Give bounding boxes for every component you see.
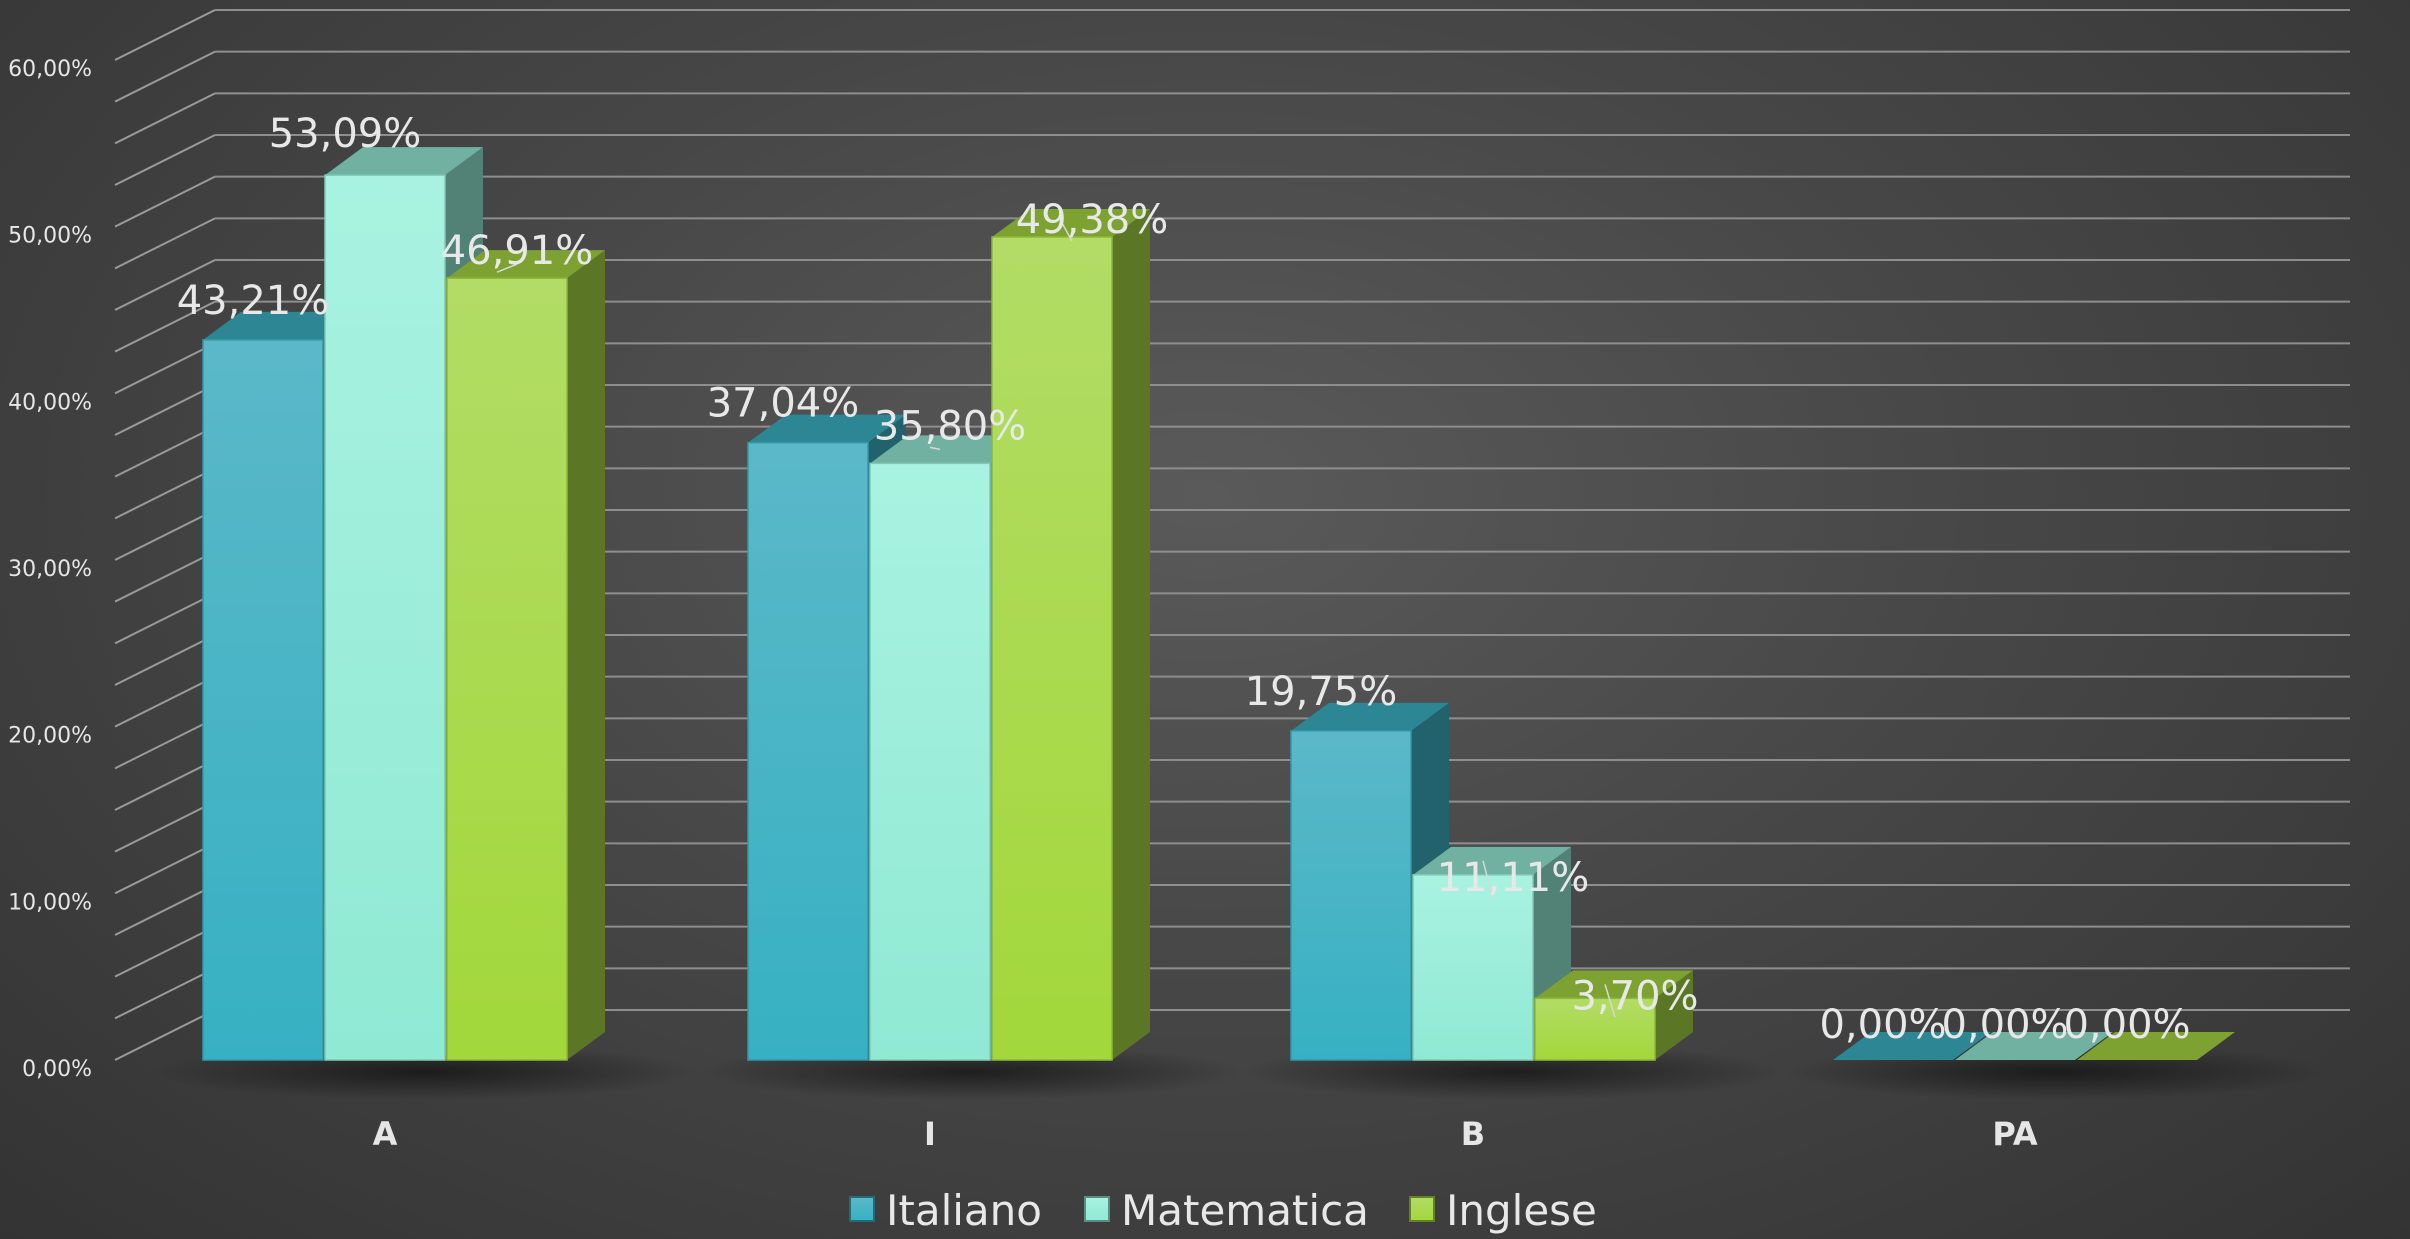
bar-front xyxy=(324,174,446,1061)
gridline-side xyxy=(114,217,216,270)
gridline-side xyxy=(114,92,216,145)
gridline-side xyxy=(114,175,216,228)
bar-top xyxy=(1413,846,1571,875)
gridline-side xyxy=(114,592,216,645)
bar-top xyxy=(992,209,1150,237)
y-tick-label: 10,00% xyxy=(8,890,92,915)
legend-swatch xyxy=(1409,1196,1435,1222)
bar-matematica-pa xyxy=(1955,1032,2113,1060)
data-label: 46,91% xyxy=(441,228,594,274)
data-label: 49,38% xyxy=(1016,197,1169,243)
data-label: 0,00% xyxy=(2063,1002,2190,1048)
data-label: 43,21% xyxy=(177,278,330,324)
gridline-side xyxy=(114,342,216,395)
y-tick-label: 50,00% xyxy=(8,224,92,249)
gridline-side xyxy=(114,759,216,811)
gridline-side xyxy=(114,967,216,1020)
leader-line xyxy=(496,263,518,273)
leader-line xyxy=(929,446,941,451)
gridline-side xyxy=(114,300,216,353)
gridline-side xyxy=(114,1009,216,1061)
bar-front xyxy=(446,277,568,1061)
legend-swatch xyxy=(849,1196,875,1222)
bar-side xyxy=(567,250,605,1060)
data-label: 3,70% xyxy=(1571,973,1698,1019)
bar-front xyxy=(202,339,324,1061)
bar-top xyxy=(870,435,1028,464)
bar-italiano-pa xyxy=(1833,1032,1991,1060)
gridline-side xyxy=(114,425,216,478)
legend-label: Italiano xyxy=(886,1186,1042,1235)
bar-top xyxy=(2077,1032,2235,1060)
gridline-side xyxy=(114,550,216,603)
bar-front xyxy=(991,236,1113,1061)
gridline-side xyxy=(114,509,216,561)
gridline-side xyxy=(114,717,216,770)
legend-item-matematica[interactable]: Matematica xyxy=(1084,1186,1369,1235)
legend-label: Matematica xyxy=(1121,1186,1369,1235)
legend-label: Inglese xyxy=(1446,1186,1597,1235)
gridline-side xyxy=(114,925,216,978)
x-axis: A I B PA xyxy=(373,1115,2038,1153)
gridline-side xyxy=(114,134,216,186)
data-label: 0,00% xyxy=(1819,1002,1946,1048)
data-label: 0,00% xyxy=(1941,1002,2068,1048)
legend-swatch xyxy=(1084,1196,1110,1222)
bar-top xyxy=(325,147,483,176)
bar-top xyxy=(1535,970,1693,999)
legend-item-italiano[interactable]: Italiano xyxy=(849,1186,1042,1235)
gridline-side xyxy=(114,467,216,520)
bar-matematica-b xyxy=(1412,846,1571,1061)
legend: Italiano Matematica Inglese xyxy=(849,1186,1597,1235)
bar-inglese-a xyxy=(446,250,605,1061)
bar-inglese-pa xyxy=(2077,1032,2235,1060)
y-tick-label: 40,00% xyxy=(8,390,92,415)
bar-front xyxy=(1412,874,1534,1061)
x-tick-label: PA xyxy=(1992,1115,2038,1153)
bar-side xyxy=(1112,209,1150,1060)
x-tick-label: B xyxy=(1461,1115,1485,1153)
bar-front xyxy=(1534,997,1656,1061)
leader-line xyxy=(1061,222,1073,242)
gridline-side xyxy=(114,259,216,311)
bar-front xyxy=(1290,730,1412,1061)
bars xyxy=(202,147,2235,1061)
data-label: 37,04% xyxy=(707,381,860,427)
leader-line xyxy=(1482,860,1494,900)
data-label: 19,75% xyxy=(1245,669,1398,715)
gridline-side xyxy=(114,842,216,895)
y-tick-label: 0,00% xyxy=(22,1057,92,1082)
data-labels: 43,21% 53,09% 46,91% 37,04% 35,80% 49,38% 19,7… xyxy=(177,111,2191,1048)
x-tick-label: A xyxy=(373,1115,398,1153)
x-tick-label: I xyxy=(924,1115,936,1153)
bar-top xyxy=(1955,1032,2113,1060)
gridline-side xyxy=(114,634,216,686)
gridline-side xyxy=(114,675,216,728)
gridline-side xyxy=(114,800,216,853)
data-label: 11,11% xyxy=(1437,855,1590,901)
leader-line xyxy=(1604,984,1616,1018)
gridline-side xyxy=(114,384,216,436)
bar-side xyxy=(1655,970,1693,1060)
bar-top xyxy=(1833,1032,1991,1060)
legend-item-inglese[interactable]: Inglese xyxy=(1409,1186,1597,1235)
data-label: 53,09% xyxy=(269,111,422,157)
bar-front xyxy=(747,441,869,1061)
gridline-side xyxy=(114,50,216,103)
bar-top xyxy=(748,414,906,443)
bar-front xyxy=(869,462,991,1061)
bar-top xyxy=(1291,702,1449,731)
bar-top xyxy=(203,311,361,340)
data-label: 35,80% xyxy=(874,403,1027,449)
y-axis: 0,00% 10,00% 20,00% 30,00% 40,00% 50,00% 60,00… xyxy=(8,57,92,1082)
gridline-side xyxy=(114,9,216,61)
y-tick-label: 30,00% xyxy=(8,557,92,582)
bar-inglese-b xyxy=(1534,970,1693,1061)
bar-top xyxy=(447,250,605,279)
bar-inglese-i xyxy=(991,209,1150,1061)
gridline-side xyxy=(114,884,216,936)
y-tick-label: 60,00% xyxy=(8,57,92,82)
y-tick-label: 20,00% xyxy=(8,724,92,749)
